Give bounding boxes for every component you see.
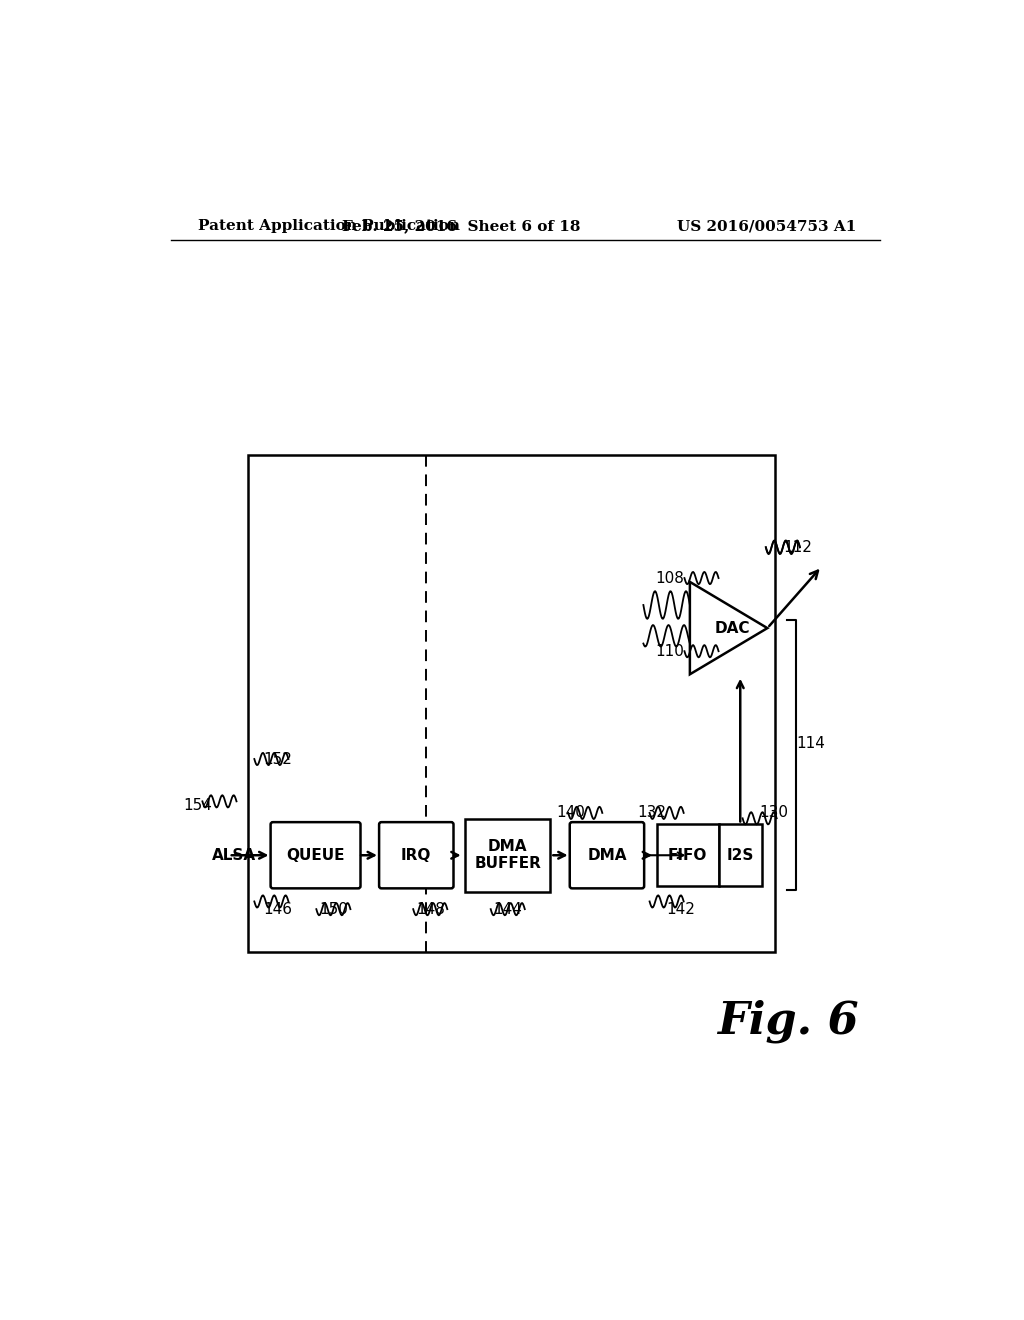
Text: 110: 110: [655, 644, 684, 659]
FancyBboxPatch shape: [270, 822, 360, 888]
FancyBboxPatch shape: [569, 822, 644, 888]
Text: IRQ: IRQ: [401, 847, 431, 863]
Text: DMA
BUFFER: DMA BUFFER: [474, 840, 542, 871]
Text: 114: 114: [796, 737, 825, 751]
Text: 132: 132: [638, 805, 667, 821]
Text: 152: 152: [263, 751, 293, 767]
Text: 108: 108: [655, 570, 684, 586]
Text: 130: 130: [760, 805, 788, 821]
Text: I2S: I2S: [727, 847, 754, 863]
Text: 150: 150: [318, 902, 348, 916]
Text: Feb. 25, 2016  Sheet 6 of 18: Feb. 25, 2016 Sheet 6 of 18: [342, 219, 581, 234]
Text: 148: 148: [416, 902, 444, 916]
FancyBboxPatch shape: [379, 822, 454, 888]
Text: US 2016/0054753 A1: US 2016/0054753 A1: [677, 219, 856, 234]
Text: DMA: DMA: [587, 847, 627, 863]
Text: Patent Application Publication: Patent Application Publication: [198, 219, 460, 234]
Text: Fig. 6: Fig. 6: [717, 999, 859, 1043]
Bar: [719, 825, 762, 886]
Text: 146: 146: [263, 902, 293, 916]
Text: ALSA: ALSA: [212, 847, 256, 863]
Polygon shape: [690, 582, 767, 675]
Text: 144: 144: [494, 902, 522, 916]
Text: 140: 140: [556, 805, 586, 821]
Bar: [656, 825, 719, 886]
Bar: [465, 818, 550, 892]
Text: QUEUE: QUEUE: [287, 847, 345, 863]
Text: 142: 142: [667, 902, 695, 916]
Text: 112: 112: [783, 540, 812, 554]
Text: FIFO: FIFO: [668, 847, 708, 863]
Text: 154: 154: [183, 797, 212, 813]
Text: DAC: DAC: [715, 620, 751, 636]
Bar: [248, 455, 775, 952]
